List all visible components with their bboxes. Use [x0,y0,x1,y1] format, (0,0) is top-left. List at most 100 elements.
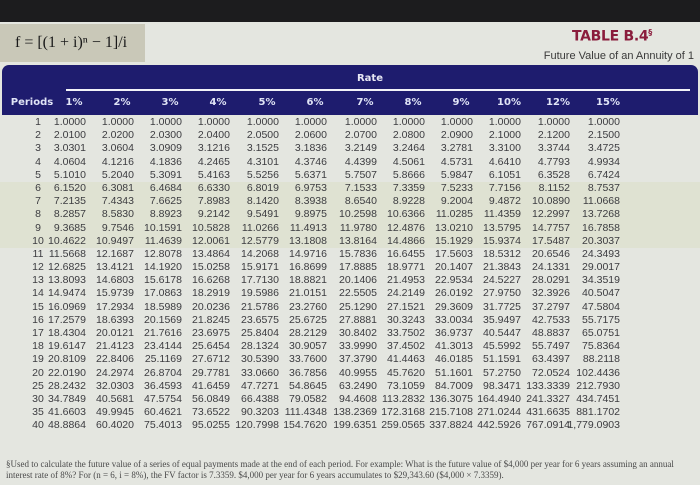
value-cell: 14.4866 [387,234,425,247]
value-cell: 3.3100 [488,142,521,155]
value-cell: 11.4913 [289,221,327,234]
value-cell: 4.5731 [440,155,473,168]
value-cell: 31.7725 [483,300,521,313]
value-cell: 17.2934 [96,300,134,313]
table-row: 4 4.0604 4.1216 4.1836 4.2465 4.3101 4.3746 4.4… [0,156,700,169]
value-cell: 41.3013 [435,340,473,353]
value-cell: 6.1051 [488,168,521,181]
value-cell: 37.3790 [339,353,377,366]
value-cell: 20.6546 [532,247,570,260]
value-cell: 24.5227 [483,274,521,287]
value-cell: 21.3843 [483,261,521,274]
value-cell: 19.6147 [48,340,86,353]
value-cell: 41.6459 [192,379,230,392]
value-cell: 23.6575 [241,313,279,326]
value-cell: 2.0100 [53,129,86,142]
value-cell: 337.8824 [429,419,473,432]
value-cell: 63.4397 [532,353,570,366]
rate-label: Rate [356,73,383,84]
column-header-rate: 5% [258,97,276,108]
value-cell: 95.0255 [192,419,230,432]
value-cell: 3.1836 [294,142,327,155]
table-row: 40 48.8864 60.4020 75.4013 95.0255 120.7998 15… [0,419,700,432]
value-cell: 4.6410 [488,155,521,168]
period-cell: 7 [35,195,41,208]
value-cell: 2.0500 [246,129,279,142]
value-cell: 12.6825 [48,261,86,274]
value-cell: 18.5312 [483,247,521,260]
value-cell: 73.6522 [192,406,230,419]
footnote: §Used to calculate the future value of a… [6,459,674,480]
value-cell: 40.5681 [96,392,134,405]
value-cell: 111.4348 [284,406,327,419]
value-cell: 4.5061 [392,155,425,168]
value-cell: 120.7998 [235,419,279,432]
period-cell: 4 [35,155,41,168]
value-cell: 75.4013 [144,419,182,432]
table-page: f = [(1 + i)ⁿ − 1]/i TABLE B.4§ Future V… [0,22,700,485]
value-cell: 37.2797 [532,300,570,313]
value-cell: 24.1331 [532,261,570,274]
value-cell: 9.2004 [440,195,473,208]
value-cell: 15.9374 [483,234,521,247]
table-row: 17 18.4304 20.0121 21.7616 23.6975 25.8404 28.… [0,327,700,340]
value-cell: 5.3091 [149,168,182,181]
value-cell: 29.7781 [192,366,230,379]
value-cell: 45.5992 [483,340,521,353]
value-cell: 18.6393 [96,313,134,326]
value-cell: 138.2369 [333,406,377,419]
value-cell: 8.1152 [538,181,570,194]
value-cell: 16.6268 [192,274,230,287]
value-cell: 28.2129 [289,327,327,339]
value-cell: 1.0000 [101,116,134,128]
value-cell: 7.4343 [101,195,134,208]
value-cell: 3.1525 [246,142,279,155]
column-header-rate: 9% [452,97,470,108]
table-row: 2 2.0100 2.0200 2.0300 2.0400 2.0500 2.0600 2.0… [0,129,700,142]
value-cell: 7.2135 [53,195,86,208]
value-cell: 8.9228 [392,195,425,208]
table-subtitle: Future Value of an Annuity of 1 [543,50,694,62]
value-cell: 5.9847 [440,168,473,181]
value-cell: 22.5505 [339,287,377,300]
value-cell: 27.9750 [483,287,521,300]
value-cell: 212.7930 [576,379,620,392]
table-row: 7 7.2135 7.4343 7.6625 7.8983 8.1420 8.3938 8.6… [0,195,700,209]
value-cell: 48.8864 [48,419,86,432]
value-cell: 17.2579 [48,313,86,326]
value-cell: 34.3519 [582,274,620,287]
value-cell: 30.8402 [339,327,377,339]
table-row: 30 34.7849 40.5681 47.5754 56.0849 66.4388 79.… [0,393,700,406]
value-cell: 63.2490 [339,379,377,392]
table-row: 14 14.9474 15.9739 17.0863 18.2919 19.5986 21.… [0,287,700,300]
value-cell: 46.0185 [435,353,473,366]
value-cell: 13.8164 [339,234,377,247]
value-cell: 1.0000 [440,116,473,128]
value-cell: 28.0291 [532,274,570,287]
value-cell: 9.8975 [294,208,327,221]
value-cell: 36.9737 [435,327,473,339]
value-cell: 88.2118 [582,353,620,366]
value-cell: 8.3938 [294,195,327,208]
value-cell: 16.7858 [582,221,620,234]
value-cell: 21.5786 [241,300,279,313]
value-cell: 1.0000 [294,116,327,128]
column-header-rate: 12% [546,97,570,108]
value-cell: 1.0000 [149,116,182,128]
period-cell: 1 [35,116,41,128]
value-cell: 29.3609 [435,300,473,313]
value-cell: 13.4864 [192,247,230,260]
value-cell: 1.0000 [53,116,86,128]
value-cell: 1.0000 [392,116,425,128]
value-cell: 25.6454 [192,340,230,353]
column-header-rate: 15% [596,97,620,108]
value-cell: 8.5830 [101,208,134,221]
value-cell: 34.7849 [48,392,86,405]
value-cell: 49.9945 [96,406,134,419]
value-cell: 33.0660 [241,366,279,379]
value-cell: 6.7424 [587,168,620,181]
value-cell: 12.5779 [241,234,279,247]
value-cell: 36.7856 [289,366,327,379]
value-cell: 16.8699 [289,261,327,274]
value-cell: 10.0890 [532,195,570,208]
